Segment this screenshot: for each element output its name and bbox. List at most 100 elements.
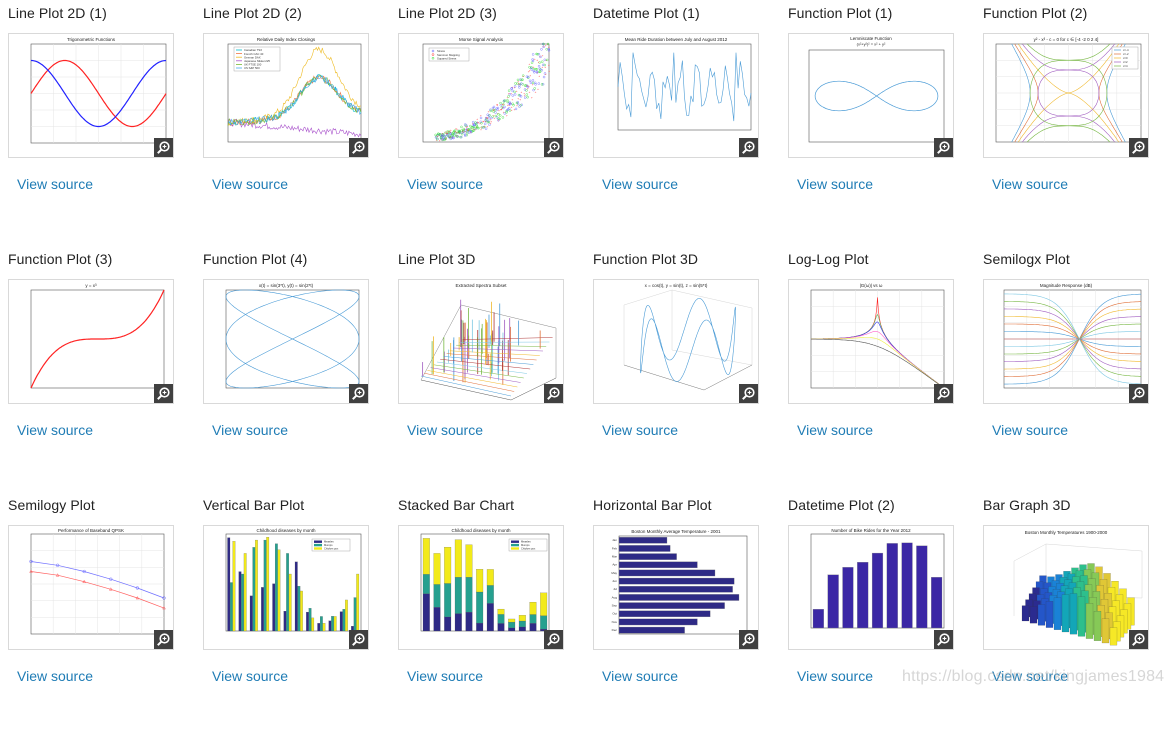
gallery-item: Semilogx Plot Magnitude Response (dB) Vi… [975,246,1165,486]
zoom-in-magnifier-icon [156,386,171,401]
zoom-button[interactable] [349,630,368,649]
plot-thumbnail[interactable]: Boston Monthly Temperatures 1900-2000 [983,525,1149,650]
gallery-item: Vertical Bar Plot Childhood diseases by … [195,492,385,732]
gallery-item: Line Plot 2D (1) Trigonometric Functions… [0,0,190,240]
gallery-item: Function Plot 3D x = cos(t), y = sin(t),… [585,246,775,486]
svg-text:+: + [534,57,536,61]
view-source-link[interactable]: View source [212,422,288,438]
plot-thumbnail[interactable]: |G(ω)| vs ω [788,279,954,404]
zoom-in-magnifier-icon [1131,386,1146,401]
view-source-link[interactable]: View source [407,668,483,684]
gallery-item-title: Function Plot (4) [203,251,307,267]
plot-image: Childhood diseases by monthMeaslesMumpsC… [204,526,368,649]
zoom-button[interactable] [154,138,173,157]
svg-text:c=4: c=4 [1123,64,1128,68]
plot-thumbnail[interactable]: Number of Bike Rides for the Year 2012 [788,525,954,650]
svg-text:+: + [488,109,490,113]
plot-thumbnail[interactable]: y = x³ [8,279,174,404]
plot-thumbnail[interactable]: Trigonometric Functions [8,33,174,158]
view-source-link[interactable]: View source [212,668,288,684]
svg-text:Performance of Baseband QPSK: Performance of Baseband QPSK [58,528,124,533]
svg-text:+: + [537,87,539,91]
zoom-button[interactable] [349,138,368,157]
view-source-link[interactable]: View source [407,176,483,192]
zoom-button[interactable] [154,384,173,403]
plot-thumbnail[interactable]: x = cos(t), y = sin(t), z = sin(5*t) [593,279,759,404]
gallery-item-title: Function Plot (3) [8,251,112,267]
view-source-link[interactable]: View source [407,422,483,438]
plot-image: x = cos(t), y = sin(t), z = sin(5*t) [594,280,758,403]
zoom-button[interactable] [739,138,758,157]
plot-thumbnail[interactable]: Morse Signal Analysis+++++++++++++++++++… [398,33,564,158]
zoom-in-magnifier-icon [1131,140,1146,155]
view-source-link[interactable]: View source [17,422,93,438]
zoom-button[interactable] [934,630,953,649]
svg-text:Mean Ride Duration between Jul: Mean Ride Duration between July and Augu… [625,37,728,42]
zoom-in-magnifier-icon [351,386,366,401]
gallery-item-title: Datetime Plot (1) [593,5,700,21]
gallery-item: Function Plot (3) y = x³ View source [0,246,190,486]
zoom-button[interactable] [739,630,758,649]
zoom-button[interactable] [1129,384,1148,403]
zoom-button[interactable] [544,384,563,403]
plot-thumbnail[interactable]: x(t) = sin(3*t), y(t) = sin(2*t) [203,279,369,404]
plot-thumbnail[interactable]: y² - x³ - c = 0 for c ∈ [-4 -2 0 2 4]c=-… [983,33,1149,158]
svg-text:+: + [529,73,531,77]
plot-image: Boston Monthly Average Temperature - 200… [594,526,758,649]
svg-text:Number of Bike Rides for the Y: Number of Bike Rides for the Year 2012 [831,528,911,533]
svg-text:+: + [480,114,482,118]
gallery-item-title: Line Plot 3D [398,251,475,267]
gallery-item: Function Plot (4) x(t) = sin(3*t), y(t) … [195,246,385,486]
gallery-item-title: Log-Log Plot [788,251,869,267]
plot-thumbnail[interactable]: Extracted Spectra Subset [398,279,564,404]
view-source-link[interactable]: View source [602,422,678,438]
gallery-item-title: Function Plot (2) [983,5,1087,21]
svg-text:Relative Daily Index Closings: Relative Daily Index Closings [257,37,316,42]
plot-thumbnail[interactable]: Mean Ride Duration between July and Augu… [593,33,759,158]
svg-text:+: + [538,60,540,64]
svg-text:+: + [548,69,550,73]
svg-text:+: + [472,128,474,132]
view-source-link[interactable]: View source [17,668,93,684]
plot-thumbnail[interactable]: Boston Monthly Average Temperature - 200… [593,525,759,650]
svg-text:+: + [487,116,489,120]
view-source-link[interactable]: View source [797,422,873,438]
gallery-item-title: Function Plot 3D [593,251,698,267]
gallery-item-title: Stacked Bar Chart [398,497,514,513]
view-source-link[interactable]: View source [602,668,678,684]
svg-text:+: + [512,97,514,101]
view-source-link[interactable]: View source [992,176,1068,192]
plot-thumbnail[interactable]: Performance of Baseband QPSK [8,525,174,650]
view-source-link[interactable]: View source [797,668,873,684]
zoom-button[interactable] [1129,630,1148,649]
view-source-link[interactable]: View source [212,176,288,192]
svg-text:|G(ω)| vs ω: |G(ω)| vs ω [860,283,883,288]
view-source-link[interactable]: View source [797,176,873,192]
zoom-button[interactable] [739,384,758,403]
zoom-button[interactable] [544,138,563,157]
zoom-button[interactable] [349,384,368,403]
svg-text:+: + [502,102,504,106]
zoom-button[interactable] [544,630,563,649]
view-source-link[interactable]: View source [17,176,93,192]
zoom-button[interactable] [934,138,953,157]
plot-image: x(t) = sin(3*t), y(t) = sin(2*t) [204,280,368,403]
plot-thumbnail[interactable]: Lemniscate Function(x²+y²)² = x² + y² [788,33,954,158]
plot-thumbnail[interactable]: Magnitude Response (dB) [983,279,1149,404]
svg-text:US S&P 500: US S&P 500 [244,66,260,70]
svg-text:+: + [527,83,529,87]
plot-image: y² - x³ - c = 0 for c ∈ [-4 -2 0 2 4]c=-… [984,34,1148,157]
zoom-button[interactable] [154,630,173,649]
zoom-button[interactable] [934,384,953,403]
view-source-link[interactable]: View source [992,668,1068,684]
svg-text:Magnitude Response (dB): Magnitude Response (dB) [1040,283,1093,288]
view-source-link[interactable]: View source [602,176,678,192]
view-source-link[interactable]: View source [992,422,1068,438]
zoom-button[interactable] [1129,138,1148,157]
gallery-item-title: Function Plot (1) [788,5,892,21]
gallery-item-title: Datetime Plot (2) [788,497,895,513]
